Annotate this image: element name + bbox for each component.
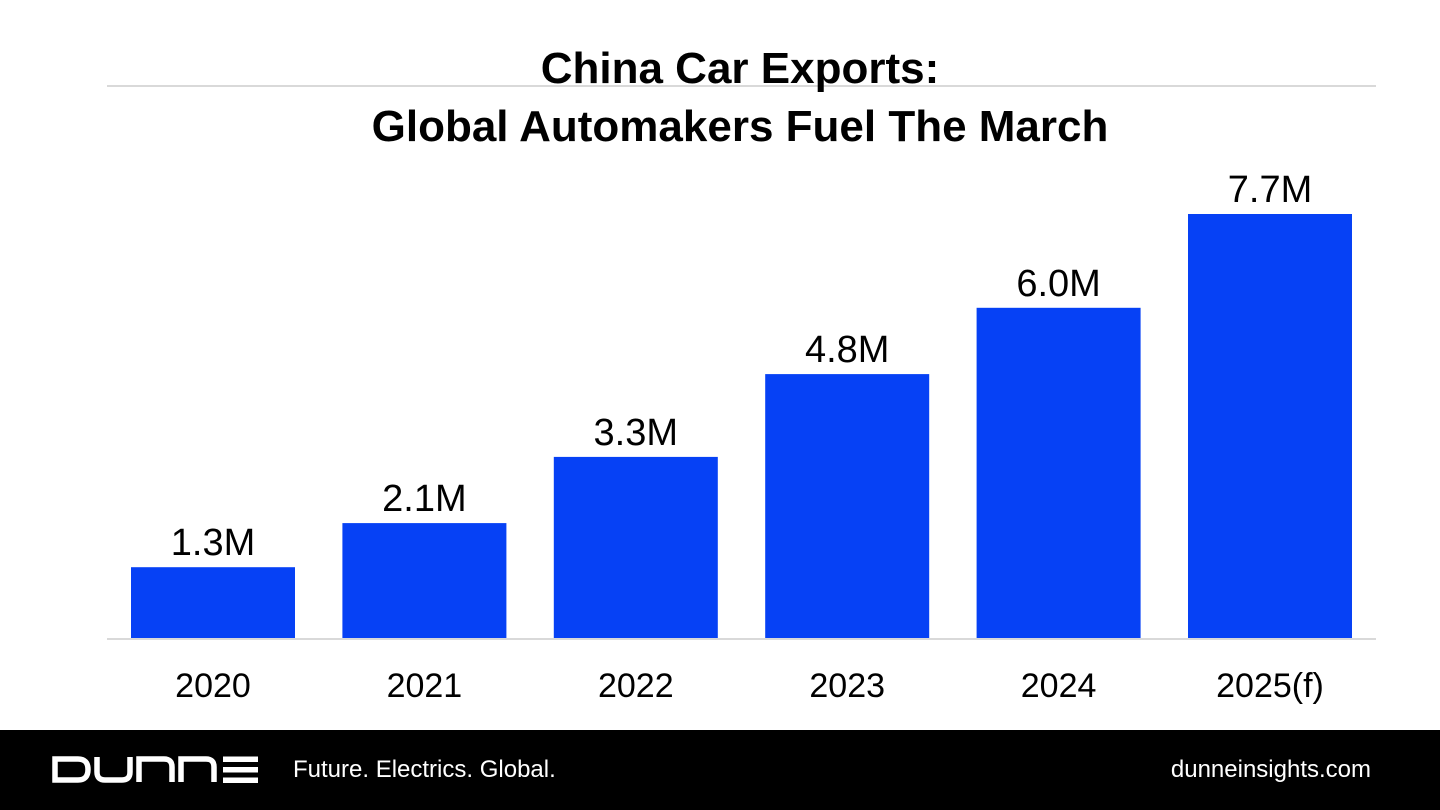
chart-title: China Car Exports: Global Automakers Fue… [0,40,1440,156]
data-label-2020: 1.3M [171,522,255,564]
x-tick-label-2020: 2020 [175,667,251,705]
bar-2022 [553,456,718,639]
footer-website-link[interactable]: dunneinsights.com [1170,756,1371,783]
bar-2021 [342,523,507,639]
data-labels: 1.3M 2.1M 3.3M 4.8M 6.0M 7.7M [171,169,1312,564]
footer-bar: Future. Electrics. Global. dunneinsights… [0,730,1440,810]
x-tick-labels: 2020 2021 2022 2023 2024 2025(f) [175,667,1324,705]
chart-title-line-1: China Car Exports: [540,44,940,93]
bar-series [131,214,1352,639]
data-label-2022: 3.3M [594,412,678,454]
footer-tagline: Future. Electrics. Global. [293,756,556,783]
dunne-logo-icon [52,756,258,783]
x-tick-label-2022: 2022 [598,667,674,705]
bar-2020 [131,567,295,639]
x-tick-label-2025(f): 2025(f) [1216,667,1324,705]
x-tick-label-2024: 2024 [1021,667,1097,705]
bar-2023 [765,374,930,639]
data-label-2021: 2.1M [382,478,466,520]
chart-title-line-2: Global Automakers Fuel The March [371,102,1109,151]
data-label-2024: 6.0M [1016,263,1100,305]
data-label-2023: 4.8M [805,329,889,371]
x-tick-label-2023: 2023 [809,667,885,705]
x-tick-label-2021: 2021 [387,667,463,705]
bar-2025(f) [1188,214,1352,639]
data-label-2025(f): 7.7M [1228,169,1312,211]
bar-2024 [976,307,1141,639]
bar-chart: 1.3M2.1M3.3M4.8M6.0M7.7M 2020 2021 2022 202… [107,85,1376,705]
dunne-logo [52,752,262,788]
